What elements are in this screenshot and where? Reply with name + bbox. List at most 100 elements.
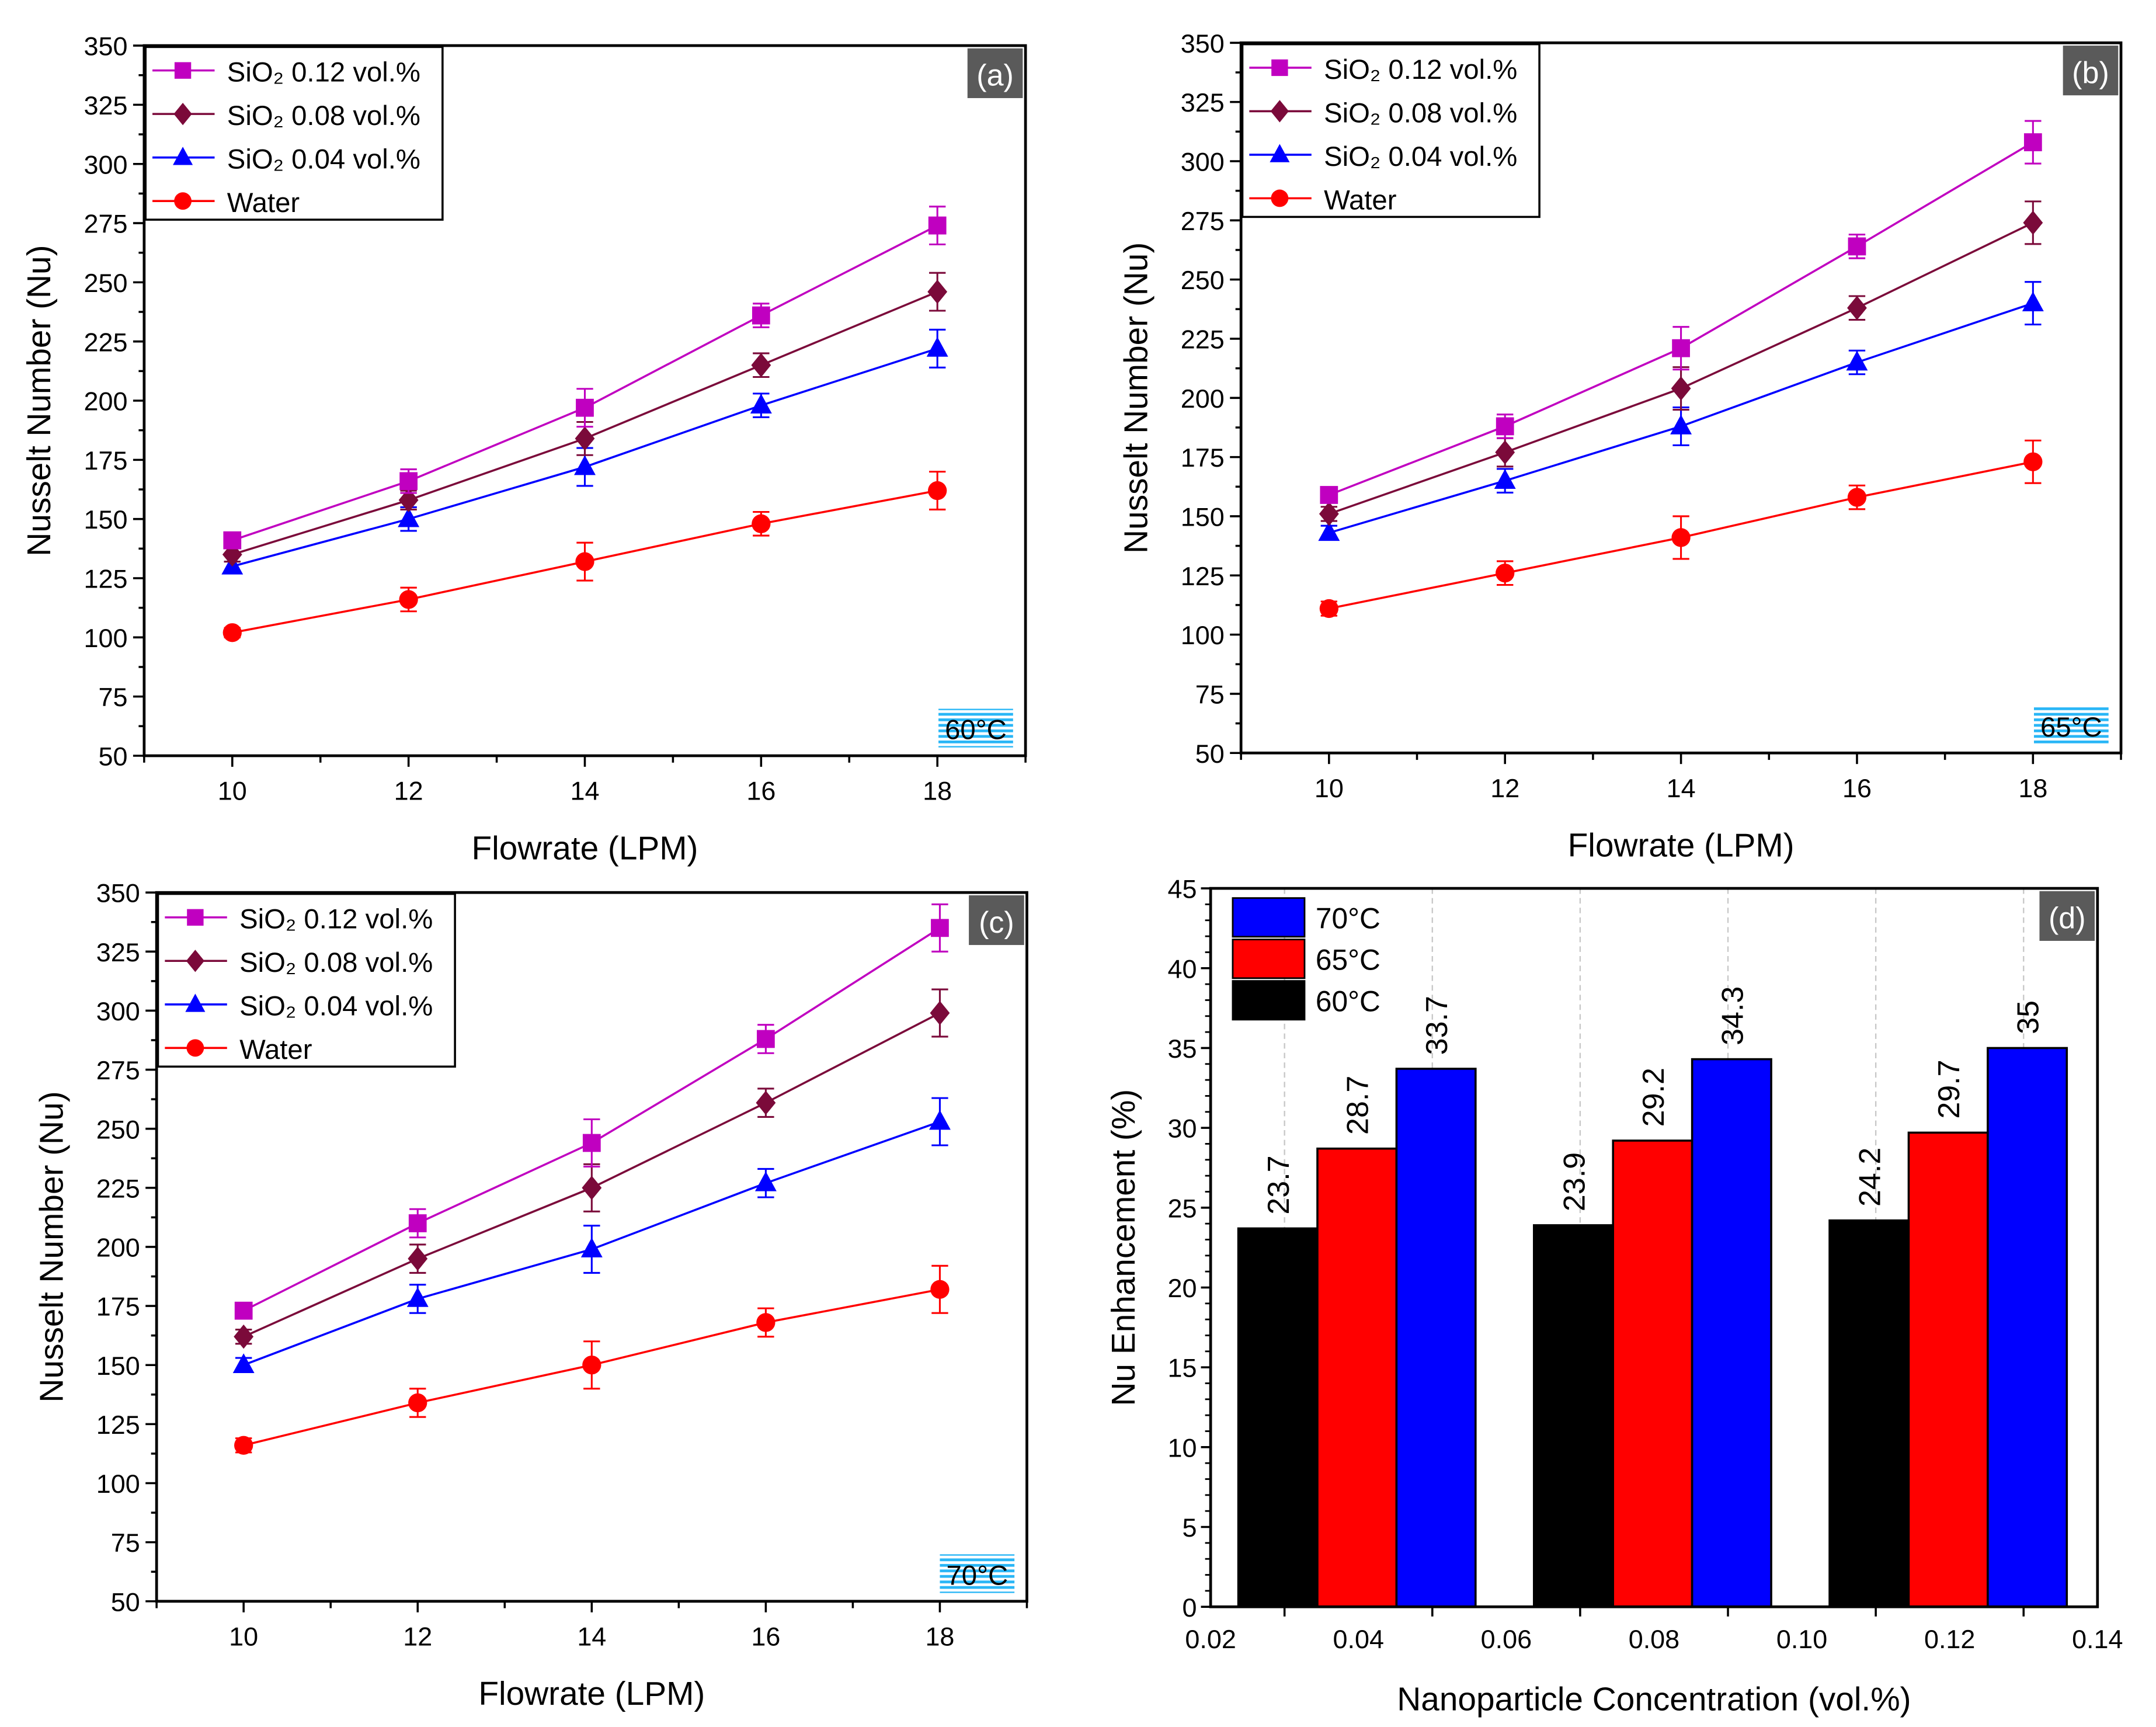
x-tick-label: 0.14: [2072, 1624, 2123, 1654]
x-tick-label: 10: [1315, 773, 1344, 803]
y-tick-label: 300: [84, 150, 127, 179]
data-point: [575, 552, 594, 571]
bar: [1395, 1068, 1477, 1608]
data-point: [408, 1214, 427, 1232]
y-tick-label: 75: [98, 682, 127, 712]
y-tick-label: 225: [84, 327, 127, 357]
legend-marker: [173, 103, 192, 126]
series-1: [222, 272, 948, 567]
legend-marker: [174, 192, 192, 210]
y-tick-label: 325: [96, 937, 140, 967]
bar: [1533, 1224, 1614, 1608]
x-tick-label: 10: [218, 776, 247, 806]
x-tick-label: 18: [2018, 773, 2047, 803]
y-tick-label: 175: [84, 446, 127, 475]
y-tick-label: 225: [96, 1173, 140, 1203]
x-tick-label: 0.04: [1333, 1624, 1383, 1654]
x-axis-label: Flowrate (LPM): [471, 830, 698, 867]
series-3: [222, 471, 947, 642]
legend-label: Water: [1324, 185, 1396, 216]
series-3: [1319, 439, 2043, 618]
data-point: [2023, 133, 2042, 151]
x-tick-label: 16: [1842, 773, 1872, 803]
legend-marker: [186, 950, 204, 972]
data-point: [399, 472, 418, 491]
x-tick-label: 16: [746, 776, 776, 806]
data-point: [575, 426, 595, 451]
data-point: [2022, 291, 2044, 312]
y-tick-label: 275: [84, 209, 127, 239]
y-tick-label: 5: [1182, 1513, 1197, 1542]
legend-label: SiO₂ 0.04 vol.%: [227, 144, 420, 175]
legend-label: SiO₂ 0.08 vol.%: [239, 947, 433, 978]
y-tick-label: 300: [1181, 147, 1225, 177]
x-tick-label: 18: [925, 1621, 954, 1651]
legend-label: Water: [239, 1034, 312, 1065]
legend-marker: [185, 993, 206, 1012]
y-tick-label: 275: [96, 1055, 140, 1085]
data-point: [1496, 417, 1514, 436]
y-tick-label: 0: [1182, 1593, 1197, 1622]
bar: [1987, 1047, 2068, 1608]
legend-box: [157, 892, 456, 1068]
data-point: [756, 1030, 775, 1048]
data-point: [580, 1238, 603, 1257]
y-tick-label: 150: [1181, 502, 1225, 532]
bar: [1237, 1227, 1319, 1608]
y-tick-label: 200: [84, 387, 127, 416]
data-point: [1847, 488, 1867, 507]
legend-label: SiO₂ 0.12 vol.%: [239, 904, 433, 935]
plot-frame: [1209, 887, 2099, 1608]
y-tick-label: 25: [1167, 1193, 1197, 1223]
legend-swatch: [1232, 939, 1306, 979]
y-tick-label: 325: [84, 91, 127, 120]
y-axis-label: Nusselt Number (Nu): [21, 245, 58, 556]
bar-data-label: 34.3: [1716, 986, 1750, 1045]
panel-0: Flowrate (LPM) Nusselt Number (Nu) (a) 50 75…: [21, 32, 1027, 867]
data-point: [574, 455, 596, 475]
panel-label: (b): [2072, 56, 2109, 90]
data-point: [930, 1000, 950, 1026]
bar: [1828, 1219, 1910, 1608]
x-tick-label: 14: [577, 1621, 606, 1651]
panel-label-box: [969, 895, 1024, 946]
series-0: [223, 206, 947, 550]
data-point: [2023, 452, 2043, 471]
data-point: [222, 542, 242, 567]
data-point: [1671, 376, 1691, 401]
y-tick-label: 150: [84, 505, 127, 534]
bar-data-label: 33.7: [1420, 996, 1454, 1055]
data-point: [234, 1324, 254, 1349]
legend-label: 65°C: [1316, 944, 1380, 977]
data-point: [751, 353, 771, 377]
data-point: [1318, 521, 1340, 541]
legend-marker: [1270, 144, 1290, 162]
data-point: [1319, 599, 1338, 618]
legend-label: SiO₂ 0.08 vol.%: [1324, 98, 1517, 128]
y-tick-label: 10: [1167, 1433, 1197, 1462]
series-3: [234, 1264, 950, 1455]
y-tick-label: 75: [111, 1528, 140, 1558]
y-tick-label: 100: [96, 1469, 140, 1499]
data-point: [408, 1246, 428, 1271]
y-tick-label: 75: [1195, 679, 1225, 709]
legend-label: SiO₂ 0.12 vol.%: [227, 57, 420, 88]
x-axis-label: Flowrate (LPM): [478, 1676, 705, 1712]
x-tick-label: 12: [394, 776, 423, 806]
legend-box: [144, 46, 444, 221]
legend-marker: [186, 1039, 204, 1057]
legend-label: SiO₂ 0.08 vol.%: [227, 100, 420, 131]
legend-marker: [173, 147, 193, 165]
data-point: [1496, 564, 1515, 583]
data-point: [754, 1171, 777, 1191]
x-tick-label: 18: [923, 776, 952, 806]
legend-label: Water: [227, 187, 300, 218]
data-point: [930, 1280, 950, 1299]
data-point: [1847, 296, 1867, 321]
data-point: [408, 1393, 427, 1413]
x-axis-label: Flowrate (LPM): [1568, 828, 1795, 864]
y-tick-label: 350: [96, 878, 140, 908]
panel-label: (a): [976, 59, 1014, 93]
series-2: [232, 1097, 951, 1374]
y-tick-label: 20: [1167, 1273, 1197, 1303]
